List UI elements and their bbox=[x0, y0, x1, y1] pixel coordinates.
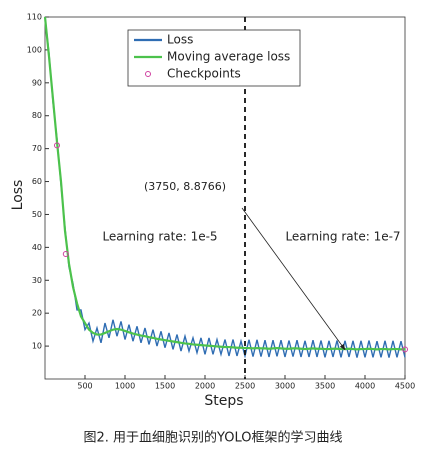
y-tick-label: 60 bbox=[32, 177, 42, 186]
y-tick-label: 110 bbox=[27, 13, 42, 22]
y-tick-label: 20 bbox=[32, 309, 42, 318]
x-tick-label: 1000 bbox=[115, 382, 135, 391]
y-tick-label: 30 bbox=[32, 276, 42, 285]
line-series bbox=[44, 16, 406, 359]
x-tick-label: 2500 bbox=[235, 382, 255, 391]
y-tick-label: 70 bbox=[32, 144, 42, 153]
checkpoint bbox=[54, 142, 60, 149]
legend-label: Checkpoints bbox=[167, 67, 241, 81]
annotation: Learning rate: 1e-7 bbox=[285, 230, 400, 244]
y-tick-label: 10 bbox=[32, 342, 42, 351]
y-tick-label: 40 bbox=[32, 243, 42, 252]
x-tick-label: 3000 bbox=[275, 382, 295, 391]
annotation: Learning rate: 1e-5 bbox=[102, 230, 217, 244]
caption: 图2. 用于血细胞识别的YOLO框架的学习曲线 bbox=[83, 430, 342, 446]
x-tick-label: 3500 bbox=[315, 382, 335, 391]
checkpoint bbox=[62, 250, 69, 257]
y-tick-label: 90 bbox=[32, 78, 42, 87]
annotation-arrow bbox=[241, 207, 346, 351]
y-tick-label: 100 bbox=[27, 45, 42, 54]
annotation: (3750, 8.8766) bbox=[144, 180, 226, 193]
y-tick-label: 80 bbox=[32, 111, 42, 120]
checkpoint bbox=[402, 346, 408, 353]
x-axis-label: Steps bbox=[204, 393, 243, 409]
y-tick-label: 50 bbox=[32, 210, 42, 219]
x-tick-label: 2000 bbox=[195, 382, 215, 391]
legend-label: Moving average loss bbox=[167, 50, 290, 64]
x-tick-label: 500 bbox=[77, 382, 92, 391]
x-tick-label: 1500 bbox=[155, 382, 175, 391]
y-axis-label: Loss bbox=[10, 180, 26, 211]
x-tick-label: 4500 bbox=[395, 382, 415, 391]
x-tick-label: 4000 bbox=[355, 382, 375, 391]
legend-swatch bbox=[145, 71, 151, 77]
legend-label: Loss bbox=[167, 33, 193, 47]
